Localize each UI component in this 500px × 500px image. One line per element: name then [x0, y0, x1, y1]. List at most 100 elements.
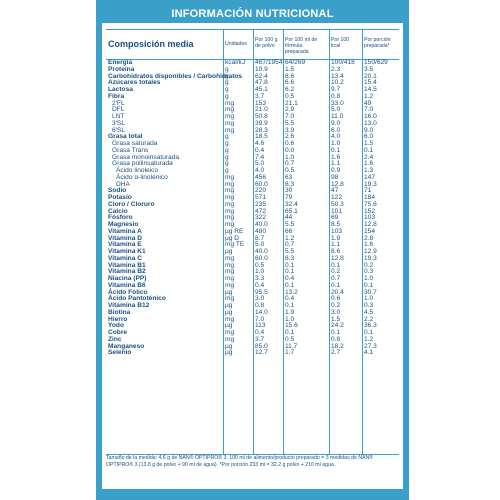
value-per-portion: 12.8 [364, 221, 377, 228]
nutrient-unit: µg [225, 308, 233, 316]
value-per-100kcal: 47 [331, 187, 339, 195]
value-per-100kcal: 3.0 [331, 308, 341, 316]
nutrient-name: Niacina (PP) [108, 275, 147, 282]
table-row: Vitamina C mg 60.0 8.3 12.8 19.3 [102, 255, 403, 263]
value-per-100kcal: 1.0 [331, 140, 341, 147]
value-per-portion: 2.2 [364, 315, 374, 323]
table-row: Niacina (PP) mg 3.3 0.4 0.7 1.0 [102, 275, 403, 283]
nutrient-unit: g [225, 140, 229, 147]
value-per-100ml: 1.5 [285, 65, 295, 73]
value-per-100ml: 1.7 [285, 349, 295, 357]
nutrient-unit: g [225, 133, 229, 141]
value-per-portion: 2.8 [364, 234, 374, 242]
nutrient-unit: mg [225, 335, 235, 343]
value-per-100ml: 6.6 [285, 79, 295, 87]
value-per-100ml: 44 [285, 214, 293, 222]
value-per-100g: 40.0 [255, 221, 268, 228]
nutrient-unit: mg [225, 106, 235, 114]
nutrient-unit: mg [225, 119, 235, 127]
value-per-100ml: 5.5 [285, 248, 295, 255]
value-per-100g: 95.5 [255, 288, 268, 296]
value-per-100g: 0.4 [255, 329, 265, 336]
nutrient-unit: mg [225, 113, 235, 120]
table-row: 6'SL mg 28.3 3.9 6.0 9.0 [102, 126, 403, 135]
nutrient-name: Grasa saturada [112, 140, 158, 147]
table-row: Sodio mg 220 30 47 71 [102, 187, 403, 195]
value-per-100kcal: 2.7 [331, 349, 341, 357]
nutrient-name: Potasio [108, 194, 132, 201]
nutrient-unit: µg RE [225, 227, 244, 235]
value-per-100ml: 3.9 [285, 126, 295, 134]
nutrient-name: Vitamina B1 [108, 261, 146, 269]
nutrient-unit: mg [225, 187, 235, 195]
nutrient-name: Vitamina E [108, 241, 142, 249]
value-per-100g: 0.8 [255, 302, 265, 309]
value-per-100ml: 65.1 [285, 207, 298, 215]
nutrition-table: Composición media Unidades Por 100 g de … [102, 23, 403, 489]
table-row: Zinc mg 3.7 0.5 0.8 1.2 [102, 335, 403, 344]
nutrient-name: Vitamina D [108, 234, 142, 242]
nutrient-name: DFL [112, 106, 125, 114]
value-per-100kcal: 0.7 [331, 275, 341, 282]
value-per-100ml: 0.5 [285, 335, 295, 343]
value-per-portion: 7.0 [364, 106, 374, 114]
table-row: Fósforo mg 322 44 69 103 [102, 214, 403, 222]
nutrient-name: Ácido linoleico [116, 167, 159, 174]
table-row: Azúcares totales g 47.8 6.6 10.2 15.4 [102, 79, 403, 87]
value-per-100g: 235 [255, 200, 267, 208]
value-per-100ml: 2.6 [285, 133, 295, 141]
nutrient-unit: mg [225, 214, 235, 222]
table-row: Fibra g 3.7 0.5 0.8 1.2 [102, 92, 403, 101]
nutrient-name: Cloro / Cloruro [108, 200, 155, 208]
table-row: Grasa total g 18.5 2.6 4.0 6.0 [102, 133, 403, 141]
column-divider [329, 29, 330, 454]
table-row: 3'SL mg 39.9 5.5 9.0 13.0 [102, 119, 403, 128]
nutrient-name: Fibra [108, 92, 125, 100]
value-per-100g: 3.7 [255, 335, 265, 343]
nutrient-unit: g [225, 153, 229, 161]
value-per-portion: 4.1 [364, 349, 374, 357]
nutrient-unit: g [225, 65, 229, 73]
value-per-100ml: 0.7 [285, 241, 295, 249]
table-row: Vitamina B1 mg 0.5 0.1 0.1 0.2 [102, 261, 403, 270]
nutrient-unit: g [225, 167, 229, 174]
value-per-100ml: 0.6 [285, 140, 295, 147]
value-per-100kcal: 0.8 [331, 335, 341, 343]
value-per-100kcal: 20.4 [331, 288, 344, 296]
nutrient-name: Cobre [108, 329, 128, 336]
nutrient-unit: µg [225, 248, 233, 255]
value-per-portion: 147 [364, 173, 376, 181]
nutrient-name: Vitamina B6 [108, 281, 146, 289]
nutrient-name: Ácido Pantoténico [108, 295, 166, 303]
value-per-portion: 1.3 [364, 167, 374, 174]
value-per-100kcal: 24.2 [331, 322, 344, 330]
value-per-100g: 472 [255, 207, 267, 215]
table-row: Vitamina B12 µg 0.8 0.1 0.2 0.3 [102, 302, 403, 310]
value-per-100kcal: 33.0 [331, 99, 344, 107]
value-per-100ml: 0.1 [285, 281, 295, 289]
value-per-100ml: 0.0 [285, 146, 295, 154]
nutrient-name: Zinc [108, 335, 122, 343]
value-per-100kcal: 69 [331, 214, 339, 222]
value-per-100ml: 32.4 [285, 200, 298, 208]
value-per-100kcal: 1.1 [331, 160, 341, 168]
nutrient-name: 6'SL [112, 126, 125, 134]
nutrient-unit: mg [225, 99, 235, 107]
nutrient-name: Azúcares totales [108, 79, 161, 87]
value-per-100g: 8.7 [255, 234, 265, 242]
value-per-portion: 0.3 [364, 268, 374, 276]
table-row: Selenio µg 12.7 1.7 2.7 4.1 [102, 349, 403, 357]
value-per-portion: 49 [364, 99, 372, 107]
table-body: Energía kcal/kJ 467/1954 64/269 100/418 150/6… [102, 59, 403, 357]
value-per-100ml: 1.0 [285, 315, 295, 323]
value-per-100kcal: 8.5 [331, 221, 341, 228]
value-per-100kcal: 0.9 [331, 167, 341, 174]
value-per-100kcal: 103 [331, 227, 343, 235]
nutrient-name: DHA [116, 180, 130, 188]
footnote: Tamaño de la medida: 4.6 g de NAN® OPTIP… [106, 455, 374, 468]
value-per-100ml: 5.5 [285, 119, 295, 127]
value-per-portion: 1.2 [364, 335, 374, 343]
value-per-100kcal: 18.2 [331, 342, 344, 350]
value-per-100g: 40.0 [255, 248, 268, 255]
value-per-100kcal: 0.1 [331, 281, 341, 289]
